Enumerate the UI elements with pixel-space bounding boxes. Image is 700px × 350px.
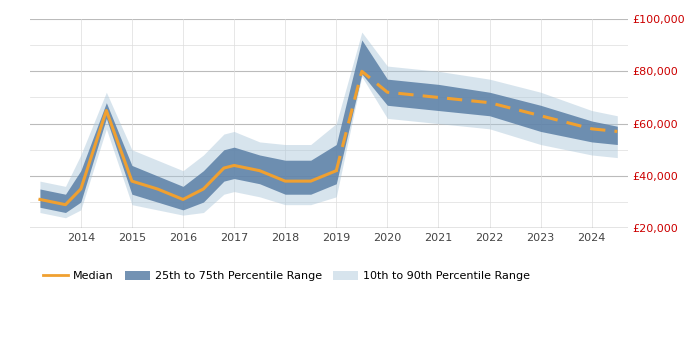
Legend: Median, 25th to 75th Percentile Range, 10th to 90th Percentile Range: Median, 25th to 75th Percentile Range, 1… [38,266,535,285]
